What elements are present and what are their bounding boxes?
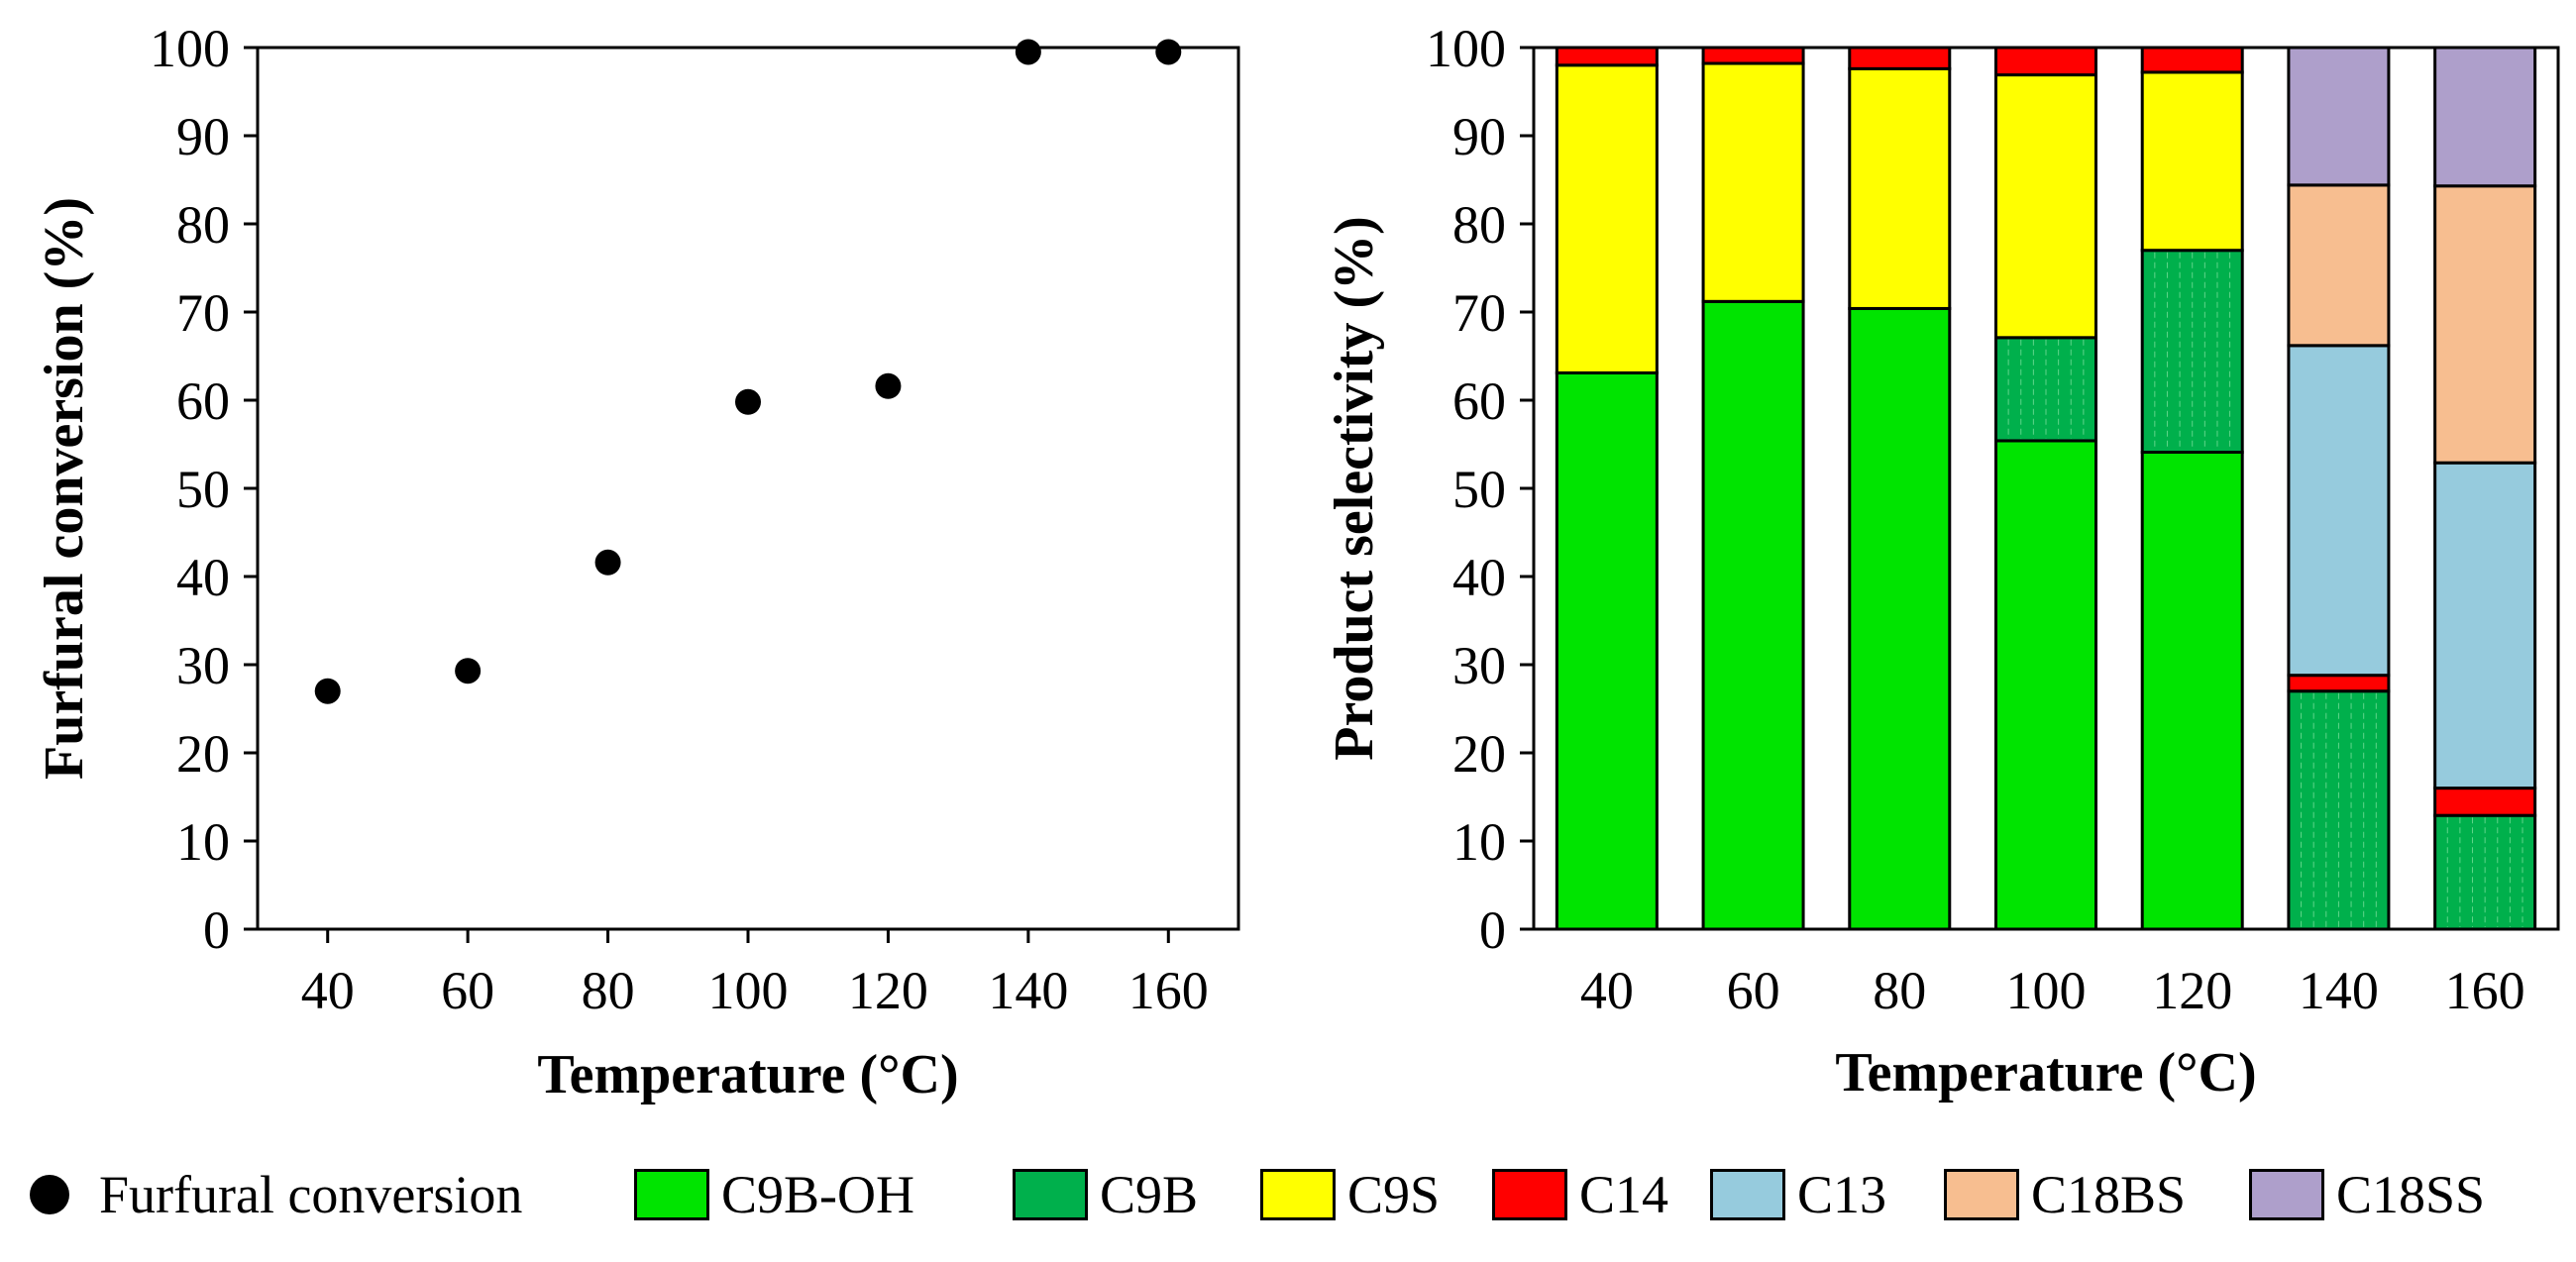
bar-y-tick-label: 100 xyxy=(1426,19,1506,78)
bar-y-axis-label: Product selectivity (%) xyxy=(1324,216,1385,760)
scatter-y-tick-label: 20 xyxy=(176,724,230,784)
bar-segment-c9s xyxy=(1555,63,1659,374)
legend-label: C18BS xyxy=(2031,1165,2187,1224)
legend-swatch xyxy=(1492,1169,1567,1220)
scatter-y-tick-label: 100 xyxy=(150,19,230,78)
bar-segment-c9b-oh xyxy=(1848,306,1952,931)
scatter-point xyxy=(594,549,621,576)
legend-dot-marker xyxy=(30,1175,69,1214)
bar-x-axis-label: Temperature (°C) xyxy=(1835,1042,2256,1104)
legend-label: C9B xyxy=(1100,1165,1199,1224)
bar-segment-c14 xyxy=(1994,46,2097,77)
scatter-y-tick-label: 70 xyxy=(176,283,230,343)
selectivity-bar-chart: 0 10 20 30 40 50 60 70 80 90 100 40 60 80 100 120 140 16… xyxy=(1324,19,2560,1104)
bar-segment-c9s xyxy=(1701,61,1805,303)
bar-x-tick-label: 120 xyxy=(2152,961,2232,1020)
bar-x-tick-label: 60 xyxy=(1727,961,1780,1020)
scatter-point xyxy=(314,678,341,704)
legend-label: C9S xyxy=(1347,1165,1441,1224)
bar-segment-c14 xyxy=(1701,46,1805,65)
bar-x-tick-label: 100 xyxy=(2006,961,2087,1020)
scatter-point xyxy=(735,388,761,415)
scatter-x-tick-label: 40 xyxy=(301,961,355,1020)
legend-label: C14 xyxy=(1579,1165,1669,1224)
scatter-point xyxy=(1015,39,1041,65)
legend-label: C18SS xyxy=(2336,1165,2486,1224)
bar-segment-c9b-oh xyxy=(1701,299,1805,931)
scatter-y-tick-label: 0 xyxy=(203,900,230,960)
bar-y-tick-label: 90 xyxy=(1452,107,1506,166)
legend-swatch xyxy=(1260,1169,1336,1220)
scatter-point xyxy=(1155,39,1182,65)
conversion-scatter-chart: 0 10 20 30 40 50 60 70 80 90 100 40 60 80 100 120 140 16… xyxy=(34,19,1240,1105)
bar-x-tick-label: 160 xyxy=(2445,961,2525,1020)
scatter-x-tick-label: 120 xyxy=(848,961,928,1020)
scatter-y-tick-label: 10 xyxy=(176,812,230,872)
bar-segment-c14 xyxy=(1848,46,1952,70)
scatter-point xyxy=(875,372,902,399)
bar-segment-c13 xyxy=(2287,344,2391,678)
scatter-x-tick-label: 160 xyxy=(1128,961,1209,1020)
bar-y-tick-label: 70 xyxy=(1452,283,1506,343)
bar-y-tick-label: 80 xyxy=(1452,195,1506,255)
bar-segment-c14 xyxy=(1555,46,1659,67)
bar-segment-c18bs xyxy=(2287,183,2391,348)
legend-swatch xyxy=(1944,1169,2019,1220)
bar-segment-c18ss xyxy=(2433,46,2537,188)
scatter-x-tick-label: 80 xyxy=(582,961,635,1020)
bar-segment-c14 xyxy=(2140,46,2244,74)
legend-label: C13 xyxy=(1797,1165,1887,1224)
bar-y-tick-label: 0 xyxy=(1479,900,1506,960)
scatter-y-axis-label: Furfural conversion (%) xyxy=(34,197,95,780)
legend-label: C9B-OH xyxy=(721,1165,915,1224)
bar-segment-c9s xyxy=(1994,73,2097,340)
bar-segment-c14 xyxy=(2287,674,2391,693)
chart-legend: Furfural conversion C9B-OH C9B C9S C14 C… xyxy=(0,1155,2576,1234)
legend-swatch xyxy=(634,1169,709,1220)
legend-label: Furfural conversion xyxy=(99,1165,523,1224)
scatter-y-tick-label: 40 xyxy=(176,548,230,607)
scatter-y-tick-label: 60 xyxy=(176,371,230,431)
bar-segment-c9b-oh xyxy=(1994,439,2097,931)
scatter-point xyxy=(455,658,482,684)
legend-swatch xyxy=(1013,1169,1088,1220)
bar-x-tick-label: 80 xyxy=(1873,961,1926,1020)
bar-x-tick-label: 40 xyxy=(1580,961,1634,1020)
bar-segment-c9s xyxy=(1848,66,1952,310)
bar-segment-c9b-oh xyxy=(1555,370,1659,931)
bar-segment-c13 xyxy=(2433,461,2537,790)
bar-y-tick-label: 50 xyxy=(1452,460,1506,519)
legend-swatch xyxy=(2249,1169,2324,1220)
scatter-y-tick-label: 90 xyxy=(176,107,230,166)
legend-swatch xyxy=(1710,1169,1785,1220)
scatter-y-tick-label: 50 xyxy=(176,460,230,519)
scatter-x-tick-label: 100 xyxy=(708,961,789,1020)
bar-y-tick-label: 60 xyxy=(1452,371,1506,431)
scatter-x-tick-label: 60 xyxy=(441,961,494,1020)
scatter-y-tick-label: 80 xyxy=(176,195,230,255)
bar-segment-c9s xyxy=(2140,70,2244,253)
bar-y-tick-label: 30 xyxy=(1452,636,1506,695)
scatter-x-tick-label: 140 xyxy=(988,961,1068,1020)
bar-segment-c18bs xyxy=(2433,184,2537,465)
scatter-y-tick-label: 30 xyxy=(176,636,230,695)
bar-segment-c9b-oh xyxy=(2140,451,2244,931)
bar-y-tick-label: 20 xyxy=(1452,724,1506,784)
bar-y-tick-label: 40 xyxy=(1452,548,1506,607)
scatter-plot-frame xyxy=(256,46,1240,931)
bar-x-tick-label: 140 xyxy=(2299,961,2379,1020)
scatter-x-axis-label: Temperature (°C) xyxy=(537,1044,958,1105)
bar-segment-c18ss xyxy=(2287,46,2391,187)
bar-segment-c14 xyxy=(2433,787,2537,817)
bar-y-tick-label: 10 xyxy=(1452,812,1506,872)
